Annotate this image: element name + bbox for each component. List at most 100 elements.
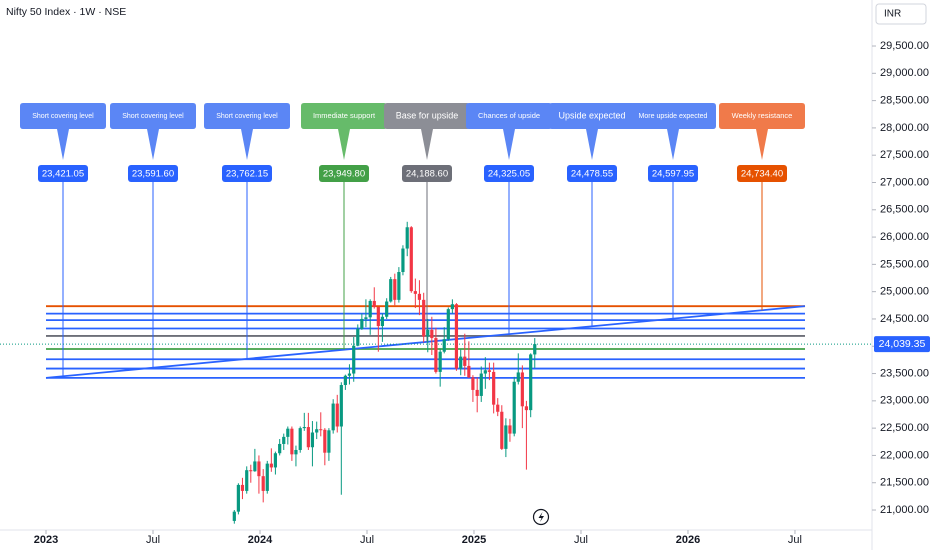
y-tick-label: 22,000.00 [880, 449, 929, 461]
candle-body [240, 484, 245, 491]
y-tick-label: 25,000.00 [880, 286, 929, 298]
candle-body [409, 227, 413, 292]
callout-label: Short covering level [216, 113, 278, 120]
callout-label: Short covering level [32, 113, 94, 120]
y-tick-label: 26,500.00 [880, 204, 929, 216]
callout-box [549, 103, 635, 160]
currency[interactable]: INR [884, 9, 901, 20]
currency-box[interactable] [875, 3, 927, 25]
candle-body [331, 403, 335, 431]
lightning-icon[interactable] [532, 508, 550, 526]
candle-body [286, 428, 290, 437]
price-label: 24,734.40 [741, 169, 783, 180]
candle-body [397, 272, 401, 300]
x-tick-label: 2023 [34, 534, 58, 546]
callout-box [20, 103, 106, 160]
price-label: 24,478.55 [571, 169, 613, 180]
candle-body [257, 461, 261, 477]
callout-box [204, 103, 290, 160]
price-label-box [402, 165, 452, 182]
candle-body [479, 373, 483, 396]
price-label-box [128, 165, 178, 182]
y-tick-label: 27,500.00 [880, 149, 929, 161]
x-tick-label: 2024 [248, 534, 273, 546]
last-price-label: 24,039.35 [879, 338, 926, 350]
price-label: 24,597.95 [652, 169, 694, 180]
candle-body [512, 381, 516, 434]
x-tick-label: Jul [146, 534, 160, 546]
candle-body [483, 370, 487, 374]
candle-body [236, 484, 240, 512]
price-label-box [319, 165, 369, 182]
candle-body [261, 476, 265, 491]
price-label-box [38, 165, 88, 182]
price-label-box [222, 165, 272, 182]
callout-label: More upside expected [639, 113, 708, 120]
candle-body [306, 427, 310, 448]
candle-body [524, 406, 529, 411]
candle-body [360, 318, 364, 329]
candle-body [352, 345, 356, 374]
candle-body [438, 351, 442, 372]
price-label-box [737, 165, 787, 182]
callout-box [384, 103, 470, 160]
candle-body [389, 279, 393, 302]
candle-body [245, 470, 249, 491]
price-label-box [484, 165, 534, 182]
y-tick-label: 25,500.00 [880, 258, 929, 270]
callout-label: Base for upside [396, 110, 459, 120]
chart-title: Nifty 50 Index · 1W · NSE [6, 6, 126, 18]
candle-body [356, 328, 360, 346]
candle-body [516, 372, 520, 382]
y-tick-label: 24,500.00 [880, 313, 929, 325]
candle-body [376, 306, 380, 327]
y-tick-label: 21,000.00 [880, 504, 929, 516]
candle-body [323, 429, 327, 453]
x-tick-label: Jul [788, 534, 802, 546]
candle-body [269, 463, 273, 468]
candle-body [450, 304, 454, 310]
candle-body [253, 461, 257, 472]
candle-body [265, 463, 269, 491]
callout-box [110, 103, 196, 160]
candle-body [496, 404, 500, 412]
y-tick-label: 23,000.00 [880, 395, 929, 407]
candle-body [533, 344, 537, 355]
y-tick-label: 22,500.00 [880, 422, 929, 434]
price-label-box [648, 165, 698, 182]
x-tick-label: 2025 [462, 534, 486, 546]
y-tick-label: 29,500.00 [880, 40, 929, 52]
price-label: 24,188.60 [406, 169, 448, 180]
y-tick-label: 28,500.00 [880, 95, 929, 107]
trend-line [45, 305, 806, 379]
candle-body [278, 443, 282, 454]
candle-body [372, 300, 376, 307]
candle-body [475, 389, 479, 396]
candle-body [339, 385, 343, 427]
callout-box [630, 103, 716, 160]
candle-body [520, 372, 524, 407]
price-label: 23,591.60 [132, 169, 174, 180]
candle-body [413, 291, 417, 294]
y-tick-label: 23,500.00 [880, 367, 929, 379]
price-label: 24,325.05 [488, 169, 530, 180]
candle-body [492, 371, 496, 405]
candle-body [430, 329, 434, 339]
candle-body [529, 354, 533, 411]
y-tick-label: 26,000.00 [880, 231, 929, 243]
candle-body [459, 356, 463, 369]
candle-body [463, 356, 467, 366]
candle-body [467, 365, 471, 378]
price-label-box [567, 165, 617, 182]
callout-label: Short covering level [122, 113, 184, 120]
price-label: 23,421.05 [42, 169, 84, 180]
callout-label: Chances of upside [478, 111, 540, 120]
candle-body [454, 304, 459, 369]
candle-body [426, 329, 430, 337]
candle-body [327, 430, 331, 453]
y-tick-label: 21,500.00 [880, 477, 929, 489]
candle-body [294, 449, 298, 455]
candle-body [380, 316, 384, 327]
callout-box [466, 103, 552, 160]
y-tick-label: 27,000.00 [880, 176, 929, 188]
